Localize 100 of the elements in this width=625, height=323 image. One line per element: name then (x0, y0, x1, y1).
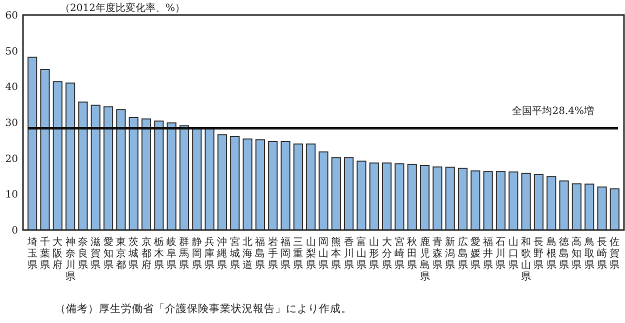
x-tick-label: 青森県 (432, 236, 442, 271)
bar (356, 160, 366, 230)
x-tick-label: 福井県 (483, 236, 494, 271)
bar (394, 163, 404, 230)
x-tick-label: 埼玉県 (26, 236, 38, 271)
x-tick-label: 山梨県 (306, 236, 316, 271)
bar (128, 116, 138, 230)
bar (28, 56, 38, 230)
bar (559, 180, 569, 230)
bar (496, 171, 506, 230)
x-tick-label: 鹿児島県 (420, 236, 430, 282)
bar (230, 136, 240, 230)
bar (584, 184, 594, 230)
x-tick-label: 岡山県 (318, 237, 328, 271)
bar (40, 68, 50, 230)
bar (255, 139, 266, 230)
bar (445, 166, 455, 230)
bar (217, 134, 228, 230)
x-tick-label: 大分県 (382, 236, 392, 271)
bar (204, 128, 214, 230)
x-tick-label: 東京都 (116, 236, 126, 271)
x-tick-label: 石川県 (496, 237, 506, 271)
bar (344, 157, 354, 230)
x-tick-label: 和歌山県 (521, 236, 532, 282)
y-axis-title: （2012年度比変化率、%） (60, 2, 185, 14)
y-tick-label: 20 (5, 154, 18, 165)
bar (318, 151, 328, 230)
x-tick-label: 富山県 (356, 236, 366, 271)
x-tick-label: 岩手県 (268, 236, 278, 271)
x-tick-label: 鳥取県 (583, 236, 594, 271)
x-tick-label: 福島県 (255, 236, 266, 271)
x-tick-label: 沖縄県 (216, 236, 228, 271)
bar (597, 186, 607, 230)
x-tick-label: 徳島県 (559, 237, 570, 271)
bar (458, 168, 468, 230)
bar (521, 172, 531, 230)
x-tick-label: 高知県 (572, 236, 582, 271)
x-tick-label: 兵庫県 (204, 236, 215, 271)
x-tick-label: 香川県 (344, 236, 354, 271)
y-tick-label: 50 (5, 46, 18, 58)
x-tick-label: 愛知県 (103, 236, 114, 271)
y-tick-label: 60 (5, 10, 18, 22)
x-tick-label: 長野県 (534, 237, 544, 271)
x-tick-label: 三重県 (293, 237, 304, 271)
x-tick-label: 奈良県 (78, 237, 88, 271)
x-tick-label: 福岡県 (280, 236, 291, 271)
x-tick-label: 滋賀県 (90, 236, 101, 271)
x-tick-label: 京都府 (141, 236, 152, 271)
bar (166, 122, 176, 230)
bar (268, 140, 278, 230)
bar (103, 106, 114, 230)
x-tick-label: 長崎県 (597, 237, 608, 271)
x-tick-label: 島根県 (546, 236, 556, 271)
bar (420, 165, 430, 230)
y-tick-label: 10 (5, 190, 18, 201)
bar (407, 164, 417, 230)
x-tick-label: 神奈川県 (65, 236, 76, 282)
bar (78, 102, 88, 230)
x-tick-label: 群馬県 (178, 236, 190, 271)
x-tick-label: 大阪府 (52, 236, 63, 271)
bar (546, 176, 556, 230)
x-tick-label: 静岡県 (192, 236, 202, 271)
x-tick-label: 愛媛県 (470, 236, 480, 271)
x-tick-label: 千葉県 (40, 236, 50, 271)
x-tick-label: 栃木県 (154, 236, 164, 271)
bar (432, 166, 442, 230)
bar (306, 144, 316, 230)
bar (470, 170, 480, 230)
text: （備考）厚生労働省「介護保険事業状況報告」により作成。 (55, 302, 352, 315)
y-tick-label: 30 (5, 118, 18, 129)
x-tick-label: 北海道 (242, 236, 253, 271)
x-tick-label: 山形県 (369, 236, 380, 271)
x-tick-label: 岐阜県 (166, 236, 177, 271)
bar (192, 128, 202, 230)
y-tick-label: 40 (5, 82, 18, 94)
bar (141, 118, 152, 230)
x-tick-label: 秋田県 (407, 236, 418, 271)
bar (179, 125, 190, 230)
x-tick-label: 新潟県 (445, 236, 456, 271)
x-tick-label: 山口県 (508, 236, 518, 271)
y-tick-label: 0 (12, 226, 18, 236)
bar (483, 171, 493, 230)
x-tick-label: 熊本県 (331, 236, 342, 271)
bar (610, 188, 620, 230)
x-tick-label: 宮城県 (228, 236, 240, 271)
x-tick-label: 宮崎県 (394, 236, 404, 271)
bar (52, 81, 62, 230)
bar (572, 183, 582, 230)
bar (280, 140, 290, 230)
bar (154, 120, 164, 230)
bar (90, 104, 100, 230)
bar (382, 162, 392, 230)
bar (534, 174, 544, 230)
x-tick-label: 佐賀県 (610, 237, 620, 271)
x-tick-label: 広島県 (458, 236, 468, 271)
bar (242, 138, 252, 230)
bar (508, 171, 518, 230)
x-tick-label: 茨城県 (128, 236, 139, 271)
bar (331, 157, 341, 230)
bar (66, 82, 76, 230)
